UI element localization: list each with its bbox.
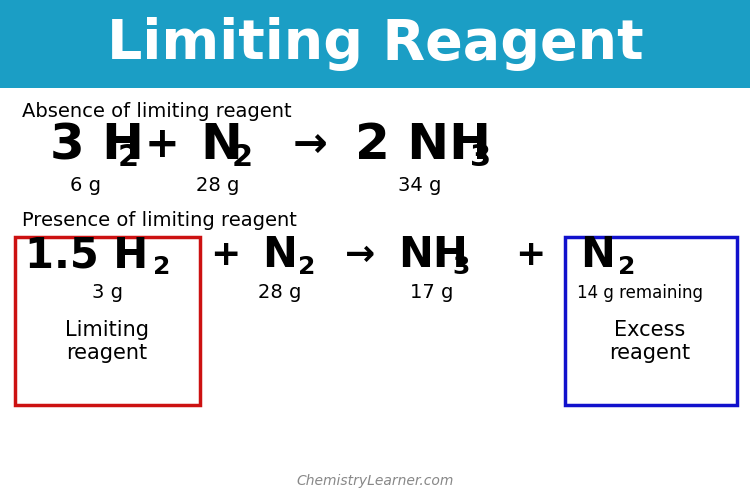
Text: 2: 2 — [298, 255, 315, 279]
Text: Absence of limiting reagent: Absence of limiting reagent — [22, 102, 292, 121]
Text: 28 g: 28 g — [258, 284, 302, 302]
Text: reagent: reagent — [67, 343, 148, 363]
Text: 2: 2 — [118, 142, 140, 172]
Text: reagent: reagent — [610, 343, 691, 363]
Text: 2 NH: 2 NH — [355, 121, 491, 169]
Text: 3 H: 3 H — [50, 121, 144, 169]
Text: Excess: Excess — [614, 320, 686, 340]
Text: 14 g remaining: 14 g remaining — [577, 284, 703, 302]
Text: 3: 3 — [470, 142, 491, 172]
Text: NH: NH — [398, 234, 468, 276]
Text: N: N — [200, 121, 242, 169]
Text: +: + — [210, 238, 240, 272]
Text: 17 g: 17 g — [410, 284, 454, 302]
Text: 28 g: 28 g — [196, 176, 240, 195]
Text: ChemistryLearner.com: ChemistryLearner.com — [296, 474, 454, 488]
Text: 6 g: 6 g — [70, 176, 100, 195]
Text: Limiting Reagent: Limiting Reagent — [106, 17, 644, 71]
Text: 3: 3 — [452, 255, 470, 279]
Text: Presence of limiting reagent: Presence of limiting reagent — [22, 210, 297, 229]
Text: 3 g: 3 g — [92, 284, 122, 302]
Bar — [15, 237, 200, 405]
Text: +: + — [514, 238, 545, 272]
Text: →: → — [345, 238, 375, 272]
Text: 34 g: 34 g — [398, 176, 442, 195]
Bar — [565, 237, 737, 405]
Text: 2: 2 — [153, 255, 170, 279]
Text: 1.5 H: 1.5 H — [25, 234, 148, 276]
Text: N: N — [580, 234, 615, 276]
Text: →: → — [292, 124, 328, 166]
Text: +: + — [145, 124, 179, 166]
Text: N: N — [262, 234, 297, 276]
Bar — [0, 0, 750, 88]
Text: 2: 2 — [618, 255, 635, 279]
Text: 2: 2 — [232, 142, 253, 172]
Text: Limiting: Limiting — [65, 320, 149, 340]
